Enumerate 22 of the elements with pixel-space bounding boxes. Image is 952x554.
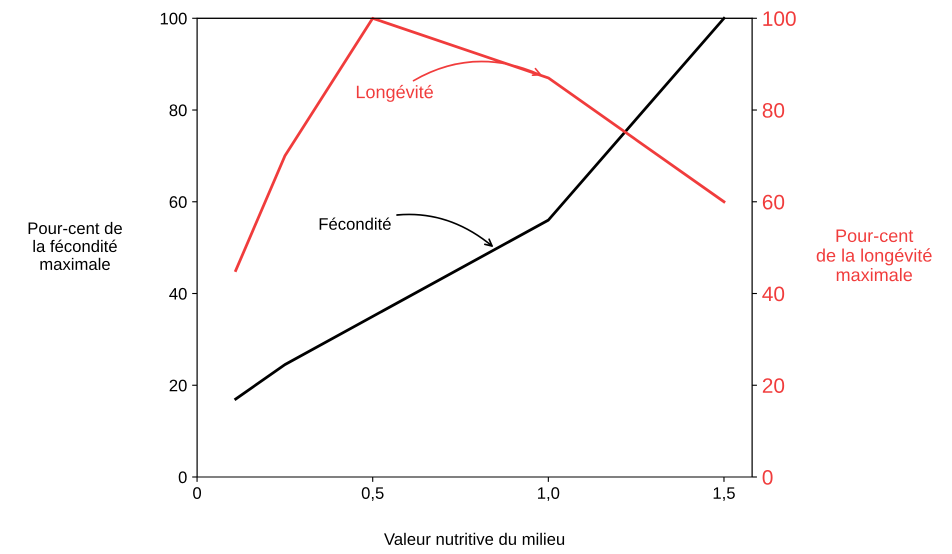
x-tick-label: 0,5 bbox=[362, 487, 384, 501]
x-axis-title: Valeur nutritive du milieu bbox=[384, 532, 564, 546]
y2-tick-label: 80 bbox=[762, 103, 784, 118]
y-tick-label: 80 bbox=[170, 104, 187, 116]
x-tick-label: 1,0 bbox=[538, 487, 560, 501]
text: Fécondité bbox=[320, 217, 391, 230]
series-label: Longévité bbox=[356, 84, 433, 102]
y2-tick-label: 100 bbox=[763, 11, 796, 26]
y-tick-label: 60 bbox=[170, 196, 187, 208]
y2-axis-title: Pour-cent de la longévité maximale bbox=[816, 229, 932, 282]
y-tick-label: 0 bbox=[178, 471, 187, 484]
y2-tick-label: 0 bbox=[762, 470, 773, 485]
y2-tick-label: 60 bbox=[762, 194, 784, 210]
y-tick-label: 100 bbox=[160, 12, 187, 24]
x-tick-label: 1,5 bbox=[714, 487, 735, 501]
y-tick-label: 40 bbox=[169, 288, 187, 300]
line-series bbox=[234, 16, 726, 272]
y-axis-title: Pour-cent de la fécondité maximale bbox=[28, 222, 122, 270]
y-tick-label: 20 bbox=[170, 380, 187, 392]
y2-tick-label: 20 bbox=[762, 378, 784, 394]
y2-tick-label: 40 bbox=[762, 286, 784, 302]
x-tick-label: 0 bbox=[193, 487, 202, 499]
